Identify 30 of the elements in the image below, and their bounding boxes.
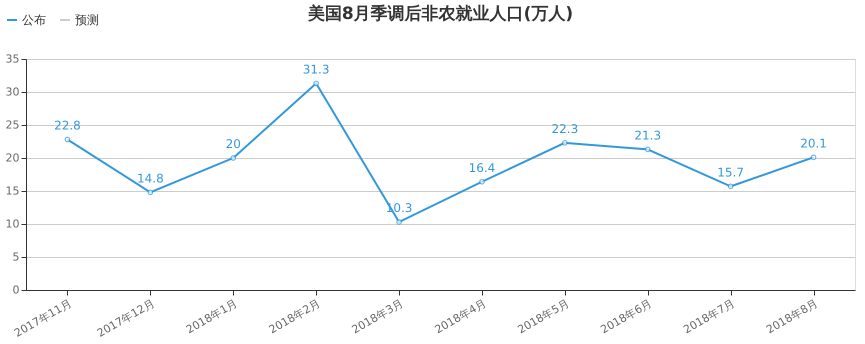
data-label: 20: [226, 137, 241, 151]
y-tick-label: 15: [6, 184, 20, 198]
y-tick-label: 25: [6, 118, 20, 132]
legend-label: 预测: [75, 13, 99, 27]
point: [148, 189, 154, 196]
data-label: 22.3: [551, 122, 578, 136]
point: [810, 154, 816, 160]
y-tick-label: 10: [6, 218, 20, 230]
point: [230, 155, 236, 161]
point: [64, 136, 70, 142]
data-label: 20.1: [800, 136, 827, 150]
point: [479, 178, 485, 185]
legend-label: 公布: [22, 13, 46, 27]
point: [562, 140, 568, 146]
data-label: 31.3: [302, 62, 330, 76]
chart-title: 美国8月季调后非农就业人口(万人): [306, 4, 574, 24]
y-tick-label: 5: [12, 250, 20, 264]
point: [313, 80, 319, 86]
data-label: 14.8: [136, 171, 164, 186]
y-tick-label: 0: [12, 284, 20, 296]
point: [728, 184, 734, 190]
data-label: 22.8: [54, 118, 81, 133]
data-label: 21.3: [634, 128, 662, 142]
y-tick-label: 20: [6, 152, 20, 164]
point: [644, 146, 651, 152]
point: [396, 219, 402, 225]
y-tick-label: 30: [6, 86, 20, 98]
y-tick-label: 35: [6, 52, 20, 66]
data-label: 15.7: [717, 165, 744, 180]
data-label: 16.4: [468, 160, 496, 175]
